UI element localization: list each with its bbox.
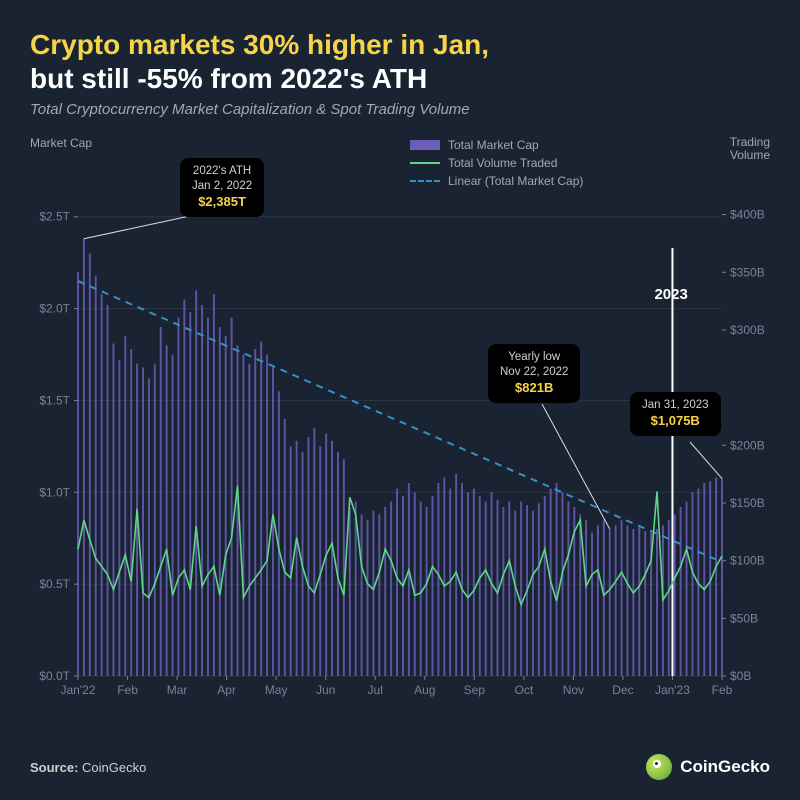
svg-text:Apr: Apr (217, 683, 236, 697)
svg-text:Oct: Oct (515, 683, 534, 697)
gecko-icon (646, 754, 672, 780)
y-axis-left-title: Market Cap (30, 136, 92, 150)
svg-text:May: May (265, 683, 288, 697)
svg-text:$150B: $150B (730, 496, 765, 510)
title-line-1: Crypto markets 30% higher in Jan, (30, 29, 489, 60)
callout-line: Jan 31, 2023 (642, 398, 709, 413)
callout-line: Yearly low (500, 350, 568, 365)
svg-text:$2.0T: $2.0T (39, 302, 70, 316)
callout-line: Nov 22, 2022 (500, 365, 568, 380)
svg-text:$1.5T: $1.5T (39, 394, 70, 408)
legend-item-market-cap: Total Market Cap (410, 136, 583, 154)
svg-text:Mar: Mar (167, 683, 188, 697)
svg-text:Dec: Dec (612, 683, 633, 697)
chart-subtitle: Total Cryptocurrency Market Capitalizati… (30, 101, 770, 118)
svg-text:Sep: Sep (464, 683, 486, 697)
source-name: CoinGecko (82, 760, 146, 775)
svg-text:$2.5T: $2.5T (39, 210, 70, 224)
svg-text:$1.0T: $1.0T (39, 485, 70, 499)
svg-text:Aug: Aug (414, 683, 435, 697)
svg-text:$0B: $0B (730, 669, 751, 683)
chart-svg: $0.0T $0.5T $1.0T $1.5T $2.0T $2.5T $0B $50B $10… (30, 156, 770, 716)
svg-text:Jun: Jun (316, 683, 335, 697)
source-label: Source: (30, 760, 78, 775)
svg-text:$0.5T: $0.5T (39, 577, 70, 591)
chart-area: Market Cap TradingVolume Total Market Ca… (30, 136, 770, 716)
chart-title: Crypto markets 30% higher in Jan, but st… (30, 28, 770, 95)
callout-value: $2,385T (192, 194, 252, 211)
svg-text:Feb: Feb (117, 683, 138, 697)
svg-text:$200B: $200B (730, 438, 765, 452)
brand-logo: CoinGecko (646, 754, 770, 780)
svg-text:Feb: Feb (712, 683, 733, 697)
title-line-2: but still -55% from 2022's ATH (30, 63, 427, 94)
svg-text:$300B: $300B (730, 323, 765, 337)
callout-value: $1,075B (642, 413, 709, 430)
source-text: Source: CoinGecko (30, 760, 146, 775)
callout-yearly-low: Yearly low Nov 22, 2022 $821B (488, 344, 580, 403)
svg-text:Jul: Jul (368, 683, 383, 697)
svg-text:$350B: $350B (730, 265, 765, 279)
swatch-bar-icon (410, 140, 440, 150)
callout-line: 2022's ATH (192, 164, 252, 179)
year-marker-label: 2023 (654, 286, 687, 303)
svg-text:$0.0T: $0.0T (39, 669, 70, 683)
svg-text:Nov: Nov (563, 683, 584, 697)
callout-ath: 2022's ATH Jan 2, 2022 $2,385T (180, 158, 264, 217)
brand-name: CoinGecko (680, 757, 770, 777)
svg-text:Jan'22: Jan'22 (61, 683, 96, 697)
svg-text:$50B: $50B (730, 612, 758, 626)
callout-latest: Jan 31, 2023 $1,075B (630, 392, 721, 436)
svg-text:Jan'23: Jan'23 (655, 683, 690, 697)
svg-text:$100B: $100B (730, 554, 765, 568)
callout-value: $821B (500, 380, 568, 397)
svg-text:$400B: $400B (730, 208, 765, 222)
legend-label: Total Market Cap (448, 138, 539, 152)
callout-line: Jan 2, 2022 (192, 179, 252, 194)
